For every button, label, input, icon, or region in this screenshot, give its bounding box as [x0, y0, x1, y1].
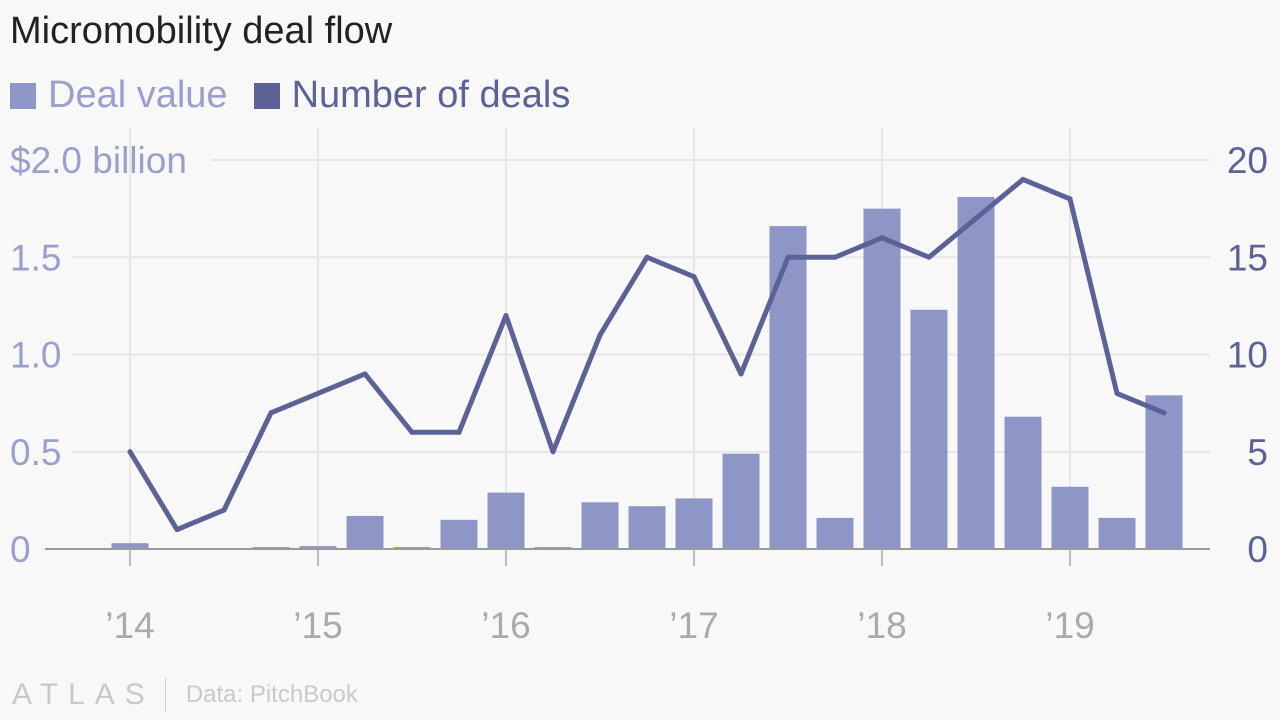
x-axis-tick-label: ’18	[857, 605, 906, 646]
point-number-of-deals	[879, 235, 885, 241]
point-number-of-deals	[691, 274, 697, 280]
bar-deal-value	[299, 546, 337, 549]
left-axis-tick-label: 0	[10, 529, 31, 570]
point-number-of-deals	[550, 449, 556, 455]
bar-deal-value	[675, 498, 713, 549]
right-axis-tick-label: 0	[1247, 529, 1268, 570]
point-number-of-deals	[174, 527, 180, 533]
footer: ATLAS Data: PitchBook	[12, 678, 358, 712]
left-axis-tick-label: 1.5	[10, 237, 61, 278]
point-number-of-deals	[1161, 410, 1167, 416]
point-number-of-deals	[1114, 390, 1120, 396]
bar-deal-value	[346, 515, 384, 549]
left-axis-tick-label: 1.0	[10, 335, 61, 376]
bar-deal-value	[910, 309, 948, 549]
legend-label-number-of-deals: Number of deals	[291, 74, 571, 116]
footer-divider	[164, 678, 166, 712]
point-number-of-deals	[456, 429, 462, 435]
x-axis-tick-label: ’14	[105, 605, 154, 646]
bar-deal-value	[1145, 395, 1183, 549]
bar-deal-value	[722, 453, 760, 549]
legend-swatch-number-of-deals	[253, 82, 280, 109]
right-axis-tick-label: 15	[1227, 237, 1268, 278]
bar-deal-value	[487, 492, 525, 549]
point-number-of-deals	[785, 254, 791, 260]
point-number-of-deals	[597, 332, 603, 338]
left-axis-tick-label: 0.5	[10, 432, 61, 473]
point-number-of-deals	[644, 254, 650, 260]
legend-item-deal-value: Deal value	[10, 74, 228, 117]
point-number-of-deals	[221, 507, 227, 513]
bar-deal-value	[581, 502, 619, 549]
point-number-of-deals	[926, 254, 932, 260]
point-number-of-deals	[362, 371, 368, 377]
bar-deal-value	[1098, 517, 1136, 549]
chart-title: Micromobility deal flow	[10, 10, 393, 52]
right-axis-tick-label: 5	[1247, 432, 1268, 473]
x-axis-tick-label: ’17	[669, 605, 718, 646]
point-number-of-deals	[315, 390, 321, 396]
bar-deal-value	[111, 543, 149, 549]
point-number-of-deals	[1020, 176, 1026, 182]
bar-deal-value	[816, 517, 854, 549]
left-axis-tick-label: $2.0 billion	[10, 140, 187, 181]
point-number-of-deals	[268, 410, 274, 416]
point-number-of-deals	[1067, 196, 1073, 202]
right-axis-tick-label: 20	[1227, 140, 1268, 181]
bar-deal-value	[769, 226, 807, 549]
point-number-of-deals	[738, 371, 744, 377]
bar-deal-value	[1051, 486, 1089, 549]
bar-deal-value	[440, 519, 478, 549]
legend-swatch-deal-value	[10, 82, 36, 109]
bar-deal-value	[957, 196, 995, 549]
atlas-logo: ATLAS	[12, 678, 155, 711]
point-number-of-deals	[832, 254, 838, 260]
bar-deal-value	[1004, 416, 1042, 549]
x-axis-tick-label: ’16	[481, 605, 530, 646]
point-number-of-deals	[973, 215, 979, 221]
bar-deal-value	[863, 208, 901, 549]
x-axis-tick-label: ’19	[1045, 605, 1094, 646]
source-note: Data: PitchBook	[185, 681, 358, 708]
legend-item-number-of-deals: Number of deals	[253, 74, 571, 117]
legend-label-deal-value: Deal value	[48, 74, 228, 116]
legend: Deal value Number of deals	[10, 74, 596, 117]
point-number-of-deals	[127, 449, 133, 455]
right-axis-tick-label: 10	[1227, 335, 1268, 376]
point-number-of-deals	[409, 429, 415, 435]
bar-deal-value	[628, 506, 666, 549]
point-number-of-deals	[503, 313, 509, 319]
x-axis-tick-label: ’15	[293, 605, 342, 646]
